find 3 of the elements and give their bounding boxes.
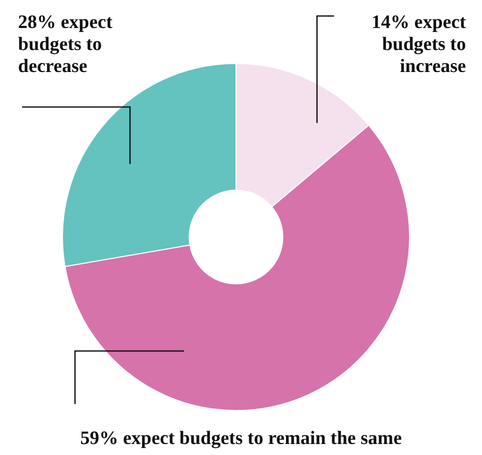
slice-label: 59% expect budgets to remain the same [79,428,403,450]
slice-label: 28% expect budgets to decrease [18,12,114,78]
slice-label: 14% expect budgets to increase [370,12,466,78]
